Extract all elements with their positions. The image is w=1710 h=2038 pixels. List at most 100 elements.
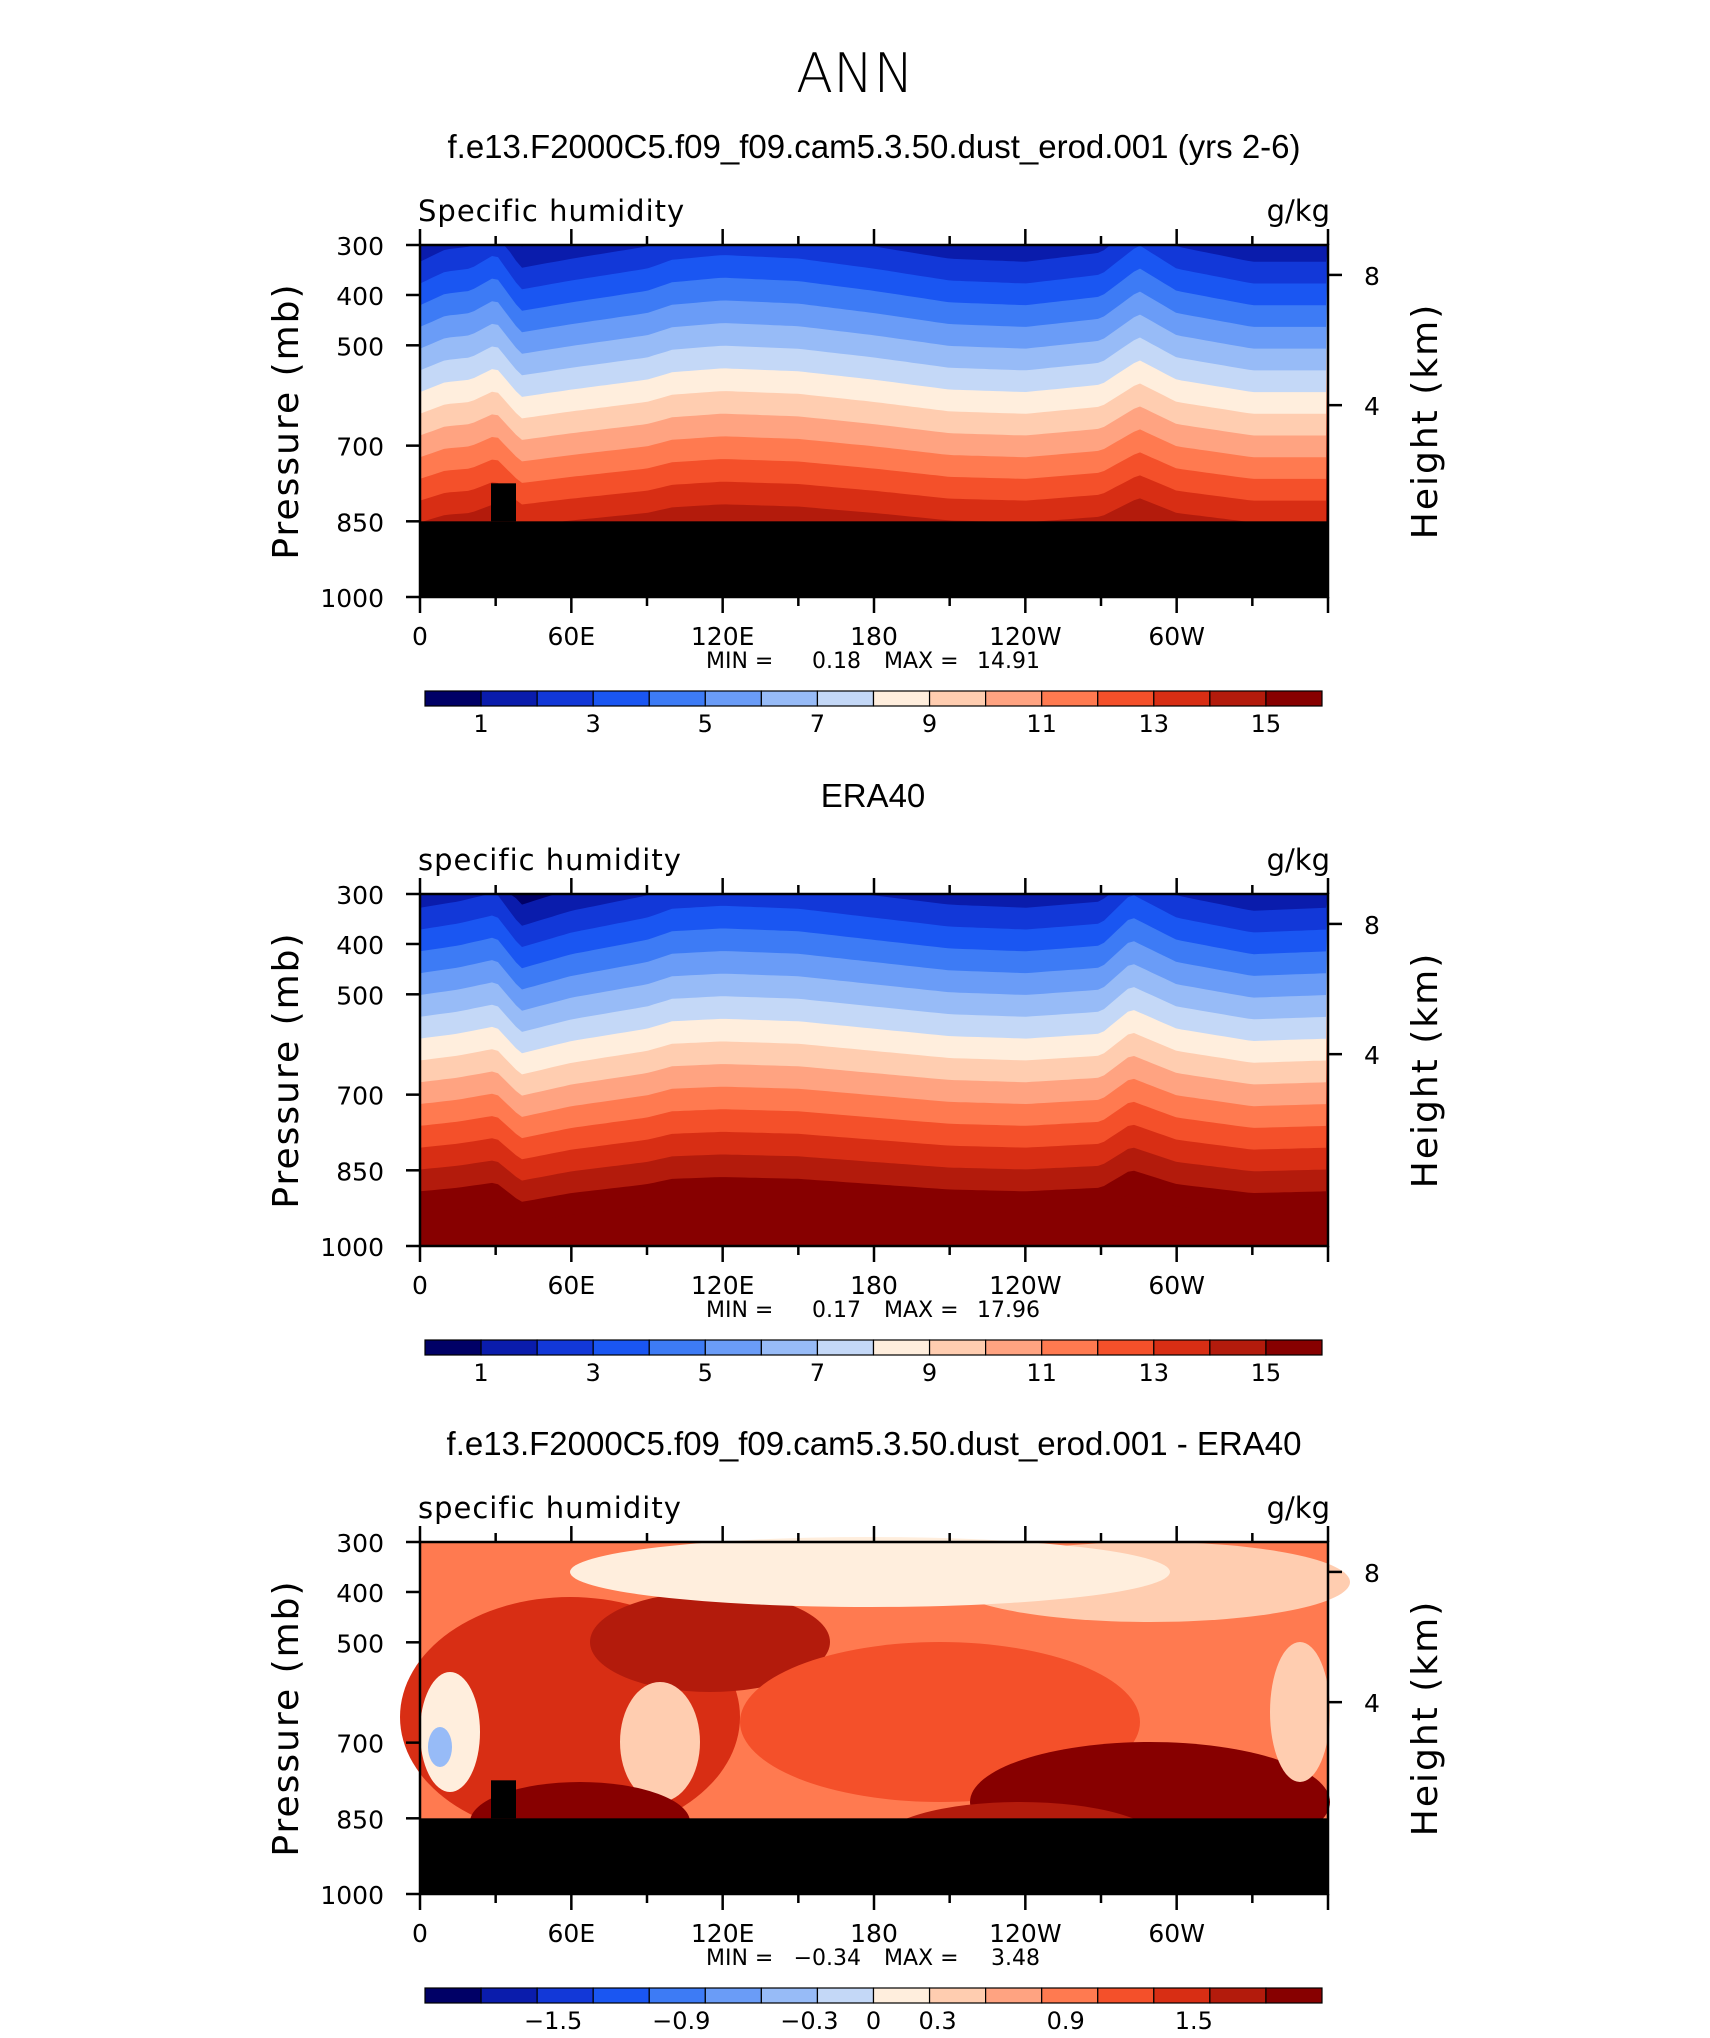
- terrain-mask: [420, 521, 1328, 597]
- terrain-mask: [491, 483, 516, 522]
- colorbar-tick-label: 5: [698, 1359, 713, 1387]
- x-tick-label: 120E: [691, 1271, 755, 1300]
- colorbar-swatch: [1041, 1339, 1099, 1356]
- stats-max-value: 17.96: [977, 1298, 1040, 1323]
- colorbar-tick-label: 15: [1251, 1359, 1282, 1387]
- colorbar-tick-label: 5: [698, 710, 713, 738]
- contour-field: [420, 894, 1328, 1246]
- colorbar-swatch: [760, 1339, 819, 1356]
- colorbar-swatch: [985, 1339, 1043, 1356]
- y-right-axis-title: Height (km): [1405, 303, 1446, 539]
- colorbar-swatch: [1209, 690, 1267, 707]
- panel-title: f.e13.F2000C5.f09_f09.cam5.3.50.dust_ero…: [447, 128, 1300, 165]
- x-tick-label: 0: [412, 622, 428, 651]
- stats-min-label: MIN =: [706, 649, 773, 674]
- units-label: g/kg: [1267, 1491, 1330, 1525]
- colorbar-swatch: [1097, 1987, 1155, 2004]
- colorbar-swatch: [1265, 1987, 1323, 2004]
- colorbar-swatch: [1041, 1987, 1099, 2004]
- panels: f.e13.F2000C5.f09_f09.cam5.3.50.dust_ero…: [266, 128, 1446, 2035]
- stats-min-value: 0.18: [812, 649, 861, 674]
- colorbar-swatch: [1041, 690, 1099, 707]
- y-tick-label: 700: [336, 1082, 384, 1111]
- x-tick-label: 60W: [1148, 1919, 1205, 1948]
- colorbar-swatch: [1153, 1339, 1211, 1356]
- stats-max-value: 3.48: [991, 1946, 1040, 1971]
- y-tick-label: 700: [336, 1730, 384, 1759]
- y-right-tick-label: 8: [1364, 1559, 1380, 1588]
- colorbar-tick-label: −0.9: [652, 2007, 710, 2035]
- colorbar-tick-label: 7: [810, 1359, 825, 1387]
- x-tick-label: 120W: [989, 622, 1061, 651]
- chart-panel-3: f.e13.F2000C5.f09_f09.cam5.3.50.dust_ero…: [266, 1425, 1446, 2035]
- chart-panel-1: f.e13.F2000C5.f09_f09.cam5.3.50.dust_ero…: [266, 128, 1446, 738]
- y-tick-label: 300: [336, 232, 384, 261]
- colorbar-tick-label: 1.5: [1175, 2007, 1213, 2035]
- x-tick-label: 60E: [548, 1271, 596, 1300]
- colorbar-swatch: [1153, 690, 1211, 707]
- contour-band: [420, 894, 1328, 926]
- colorbar-tick-label: 13: [1139, 710, 1170, 738]
- y-right-tick-label: 4: [1364, 1689, 1380, 1718]
- stats-min-value: 0.17: [812, 1298, 861, 1323]
- y-tick-label: 500: [336, 1629, 384, 1658]
- colorbar-tick-label: 3: [586, 1359, 601, 1387]
- contour-band: [590, 1592, 830, 1692]
- y-tick-label: 400: [336, 282, 384, 311]
- contour-band: [570, 1537, 1170, 1607]
- colorbar-swatch: [760, 1987, 819, 2004]
- colorbar-swatch: [480, 1987, 538, 2004]
- stats-min-label: MIN =: [706, 1298, 773, 1323]
- left-field-label: specific humidity: [418, 843, 682, 877]
- colorbar-swatch: [592, 1987, 650, 2004]
- stats-max-label: MAX =: [884, 649, 959, 674]
- colorbar-swatch: [928, 690, 987, 707]
- colorbar-swatch: [704, 690, 762, 707]
- colorbar-swatch: [536, 1339, 594, 1356]
- x-tick-label: 0: [412, 1271, 428, 1300]
- colorbar-swatch: [424, 690, 482, 707]
- y-right-tick-label: 8: [1364, 262, 1380, 291]
- y-tick-label: 1000: [320, 584, 384, 613]
- stats-max-label: MAX =: [884, 1298, 959, 1323]
- colorbar-tick-label: 13: [1139, 1359, 1170, 1387]
- x-tick-label: 180: [850, 1271, 898, 1300]
- colorbar-swatch: [480, 1339, 538, 1356]
- colorbar-swatch: [648, 690, 706, 707]
- y-tick-label: 300: [336, 881, 384, 910]
- y-tick-label: 1000: [320, 1881, 384, 1910]
- colorbar-tick-label: 7: [810, 710, 825, 738]
- y-tick-label: 850: [336, 508, 384, 537]
- colorbar-swatch: [1265, 1339, 1323, 1356]
- colorbar-swatch: [424, 1339, 482, 1356]
- contour-band: [1270, 1642, 1330, 1782]
- colorbar-tick-label: −1.5: [524, 2007, 582, 2035]
- units-label: g/kg: [1267, 843, 1330, 877]
- y-tick-label: 300: [336, 1529, 384, 1558]
- colorbar-swatch: [816, 1987, 875, 2004]
- colorbar-swatch: [592, 690, 650, 707]
- colorbar-swatch: [648, 1987, 706, 2004]
- colorbar-swatch: [985, 1987, 1043, 2004]
- contour-field: [420, 245, 1328, 597]
- colorbar-tick-label: −0.3: [780, 2007, 838, 2035]
- colorbar-tick-label: 0: [866, 2007, 881, 2035]
- stats-max-value: 14.91: [977, 649, 1040, 674]
- colorbar-tick-label: 0.3: [918, 2007, 956, 2035]
- x-tick-label: 0: [412, 1919, 428, 1948]
- x-tick-label: 120W: [989, 1271, 1061, 1300]
- y-axis-title: Pressure (mb): [266, 1579, 307, 1856]
- y-tick-label: 400: [336, 931, 384, 960]
- colorbar-swatch: [704, 1339, 762, 1356]
- colorbar-swatch: [424, 1987, 482, 2004]
- stats-max-label: MAX =: [884, 1946, 959, 1971]
- y-right-axis-title: Height (km): [1405, 1600, 1446, 1836]
- colorbar-swatch: [648, 1339, 706, 1356]
- contour-band: [620, 1682, 700, 1802]
- x-tick-label: 180: [850, 622, 898, 651]
- colorbar-tick-label: 9: [922, 710, 937, 738]
- left-field-label: specific humidity: [418, 1491, 682, 1525]
- contour-band: [428, 1727, 452, 1767]
- contour-band: [420, 245, 1328, 268]
